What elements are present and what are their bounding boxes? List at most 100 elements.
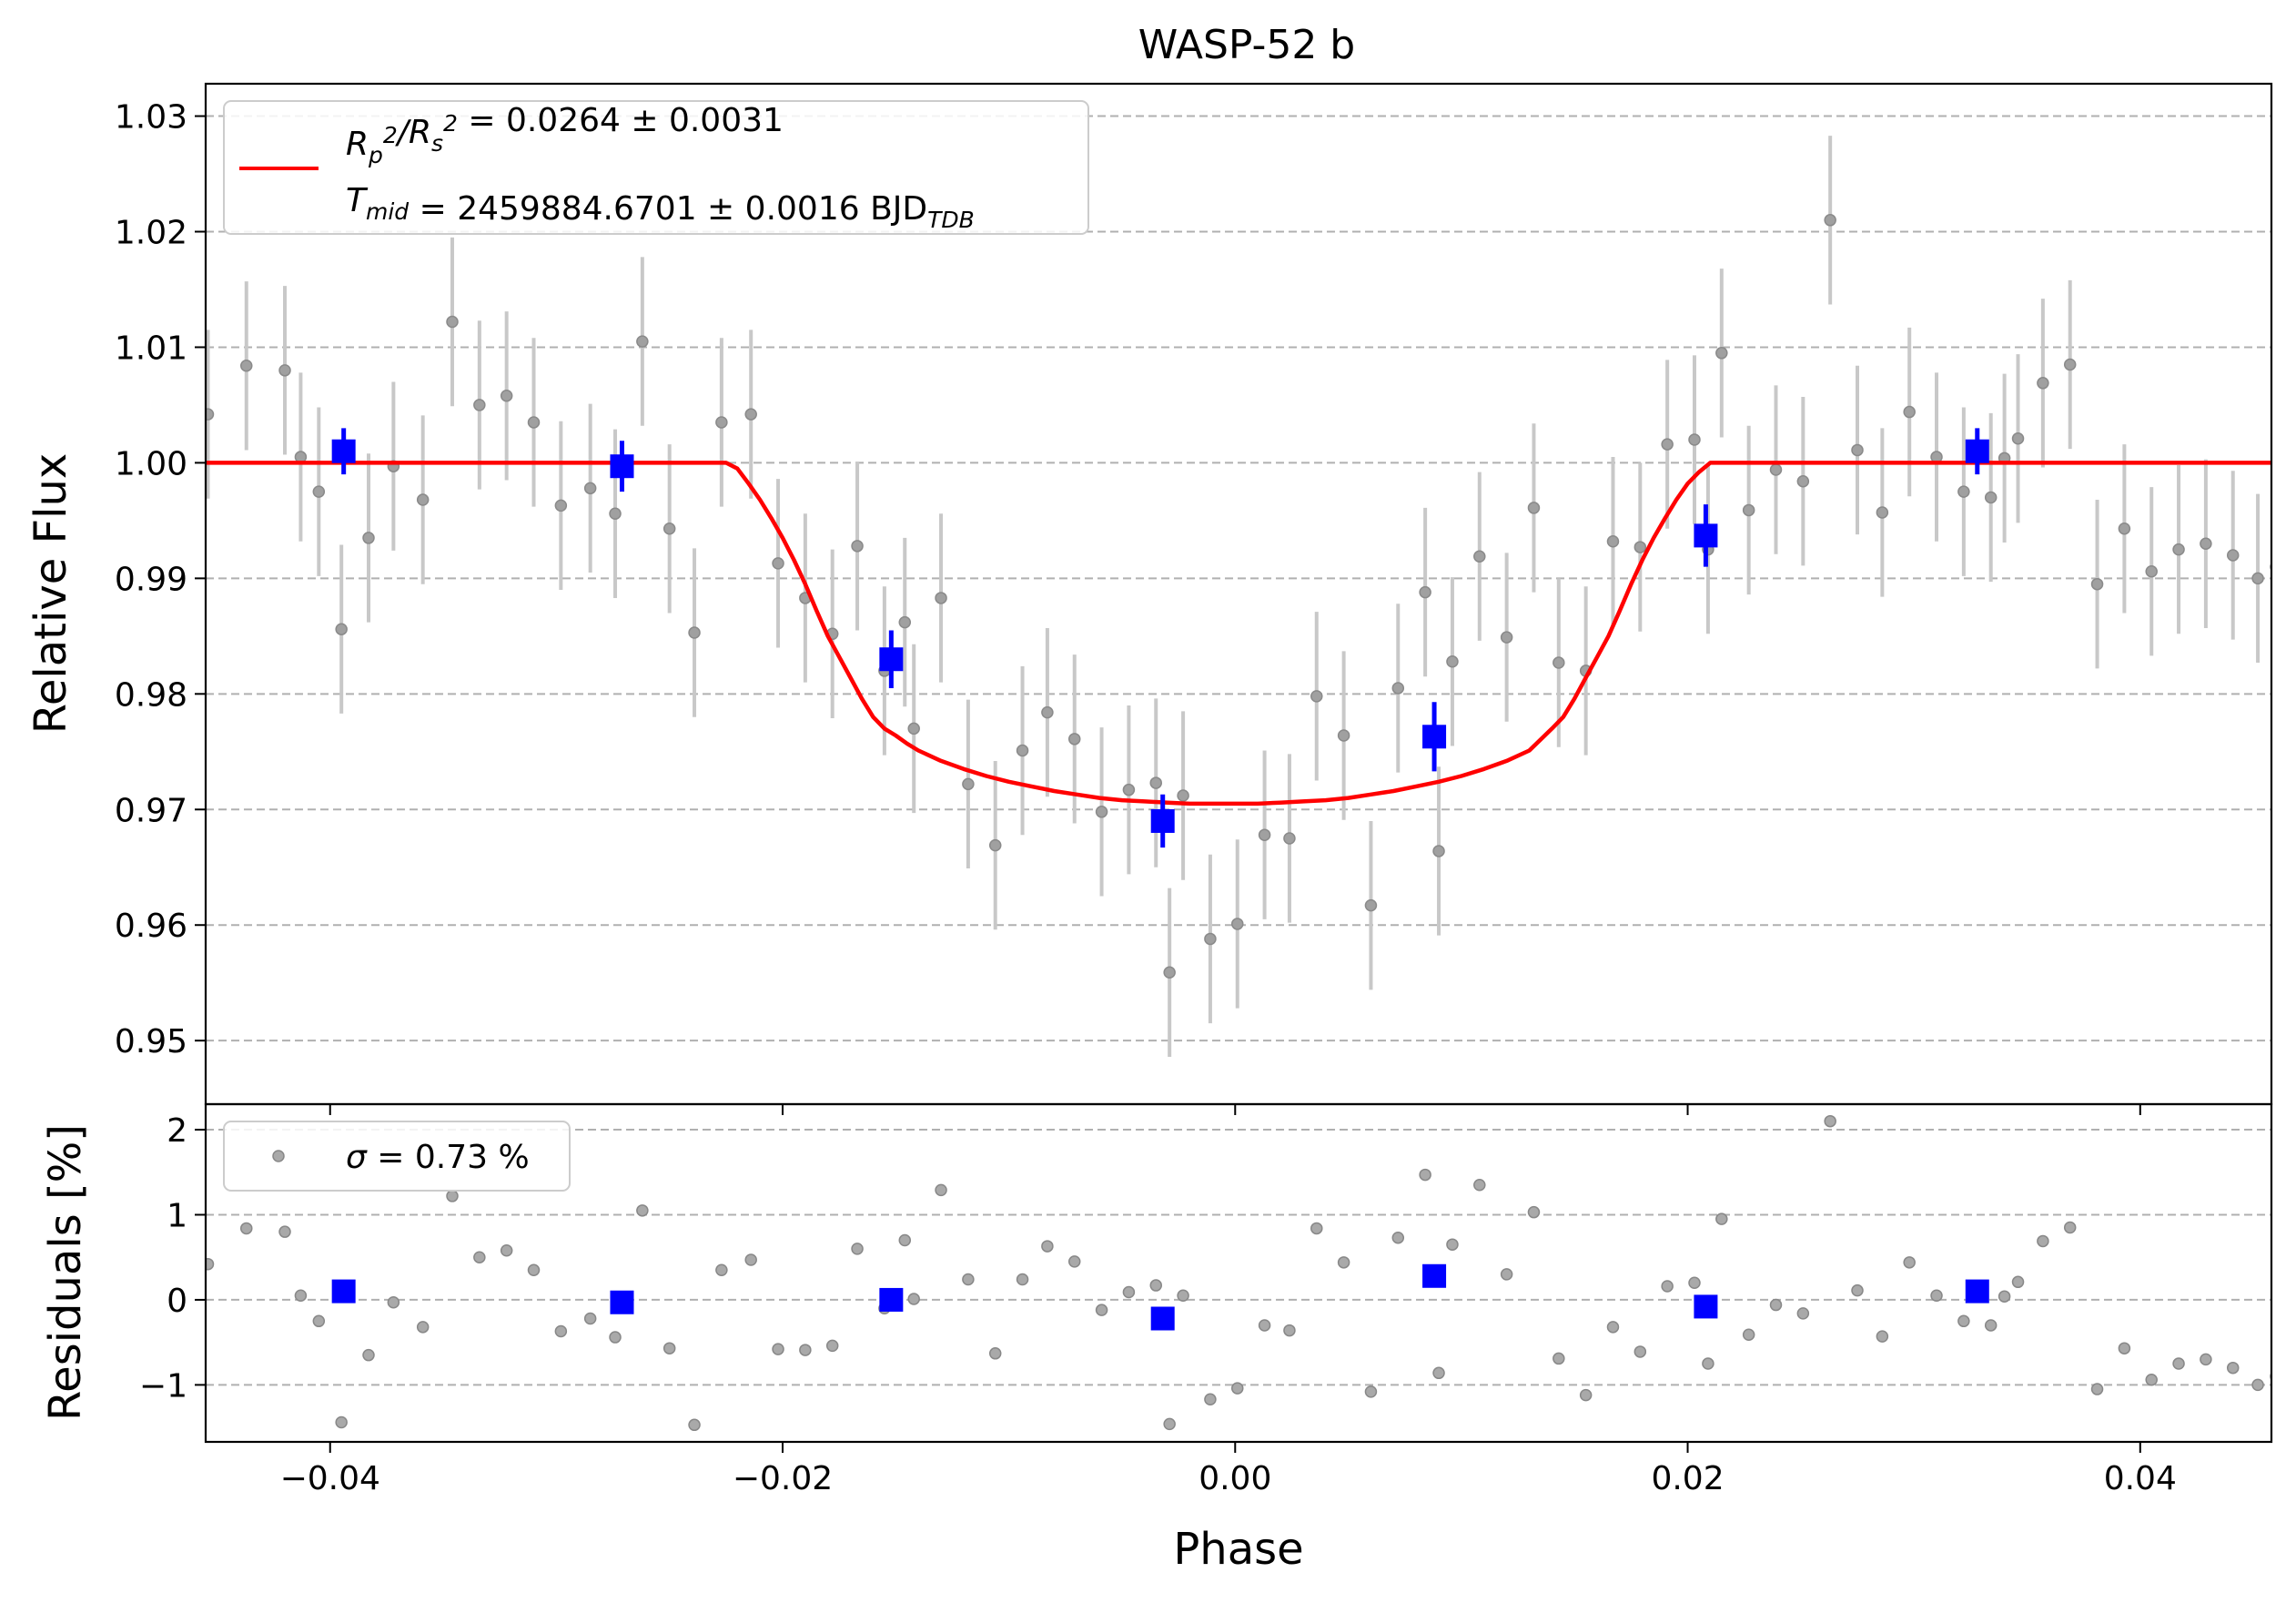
raw-data-point <box>312 485 326 498</box>
residual-point <box>206 1257 215 1271</box>
residual-point <box>688 1418 701 1432</box>
residual-point <box>1432 1366 1445 1380</box>
residual-point <box>1446 1238 1459 1251</box>
residual-point <box>2118 1342 2131 1354</box>
residual-point <box>554 1324 568 1338</box>
flux-ytick-label: 1.03 <box>115 99 187 137</box>
residual-ytick-label: 2 <box>167 1112 187 1150</box>
residual-point <box>2226 1361 2240 1375</box>
raw-data-point <box>1364 898 1378 912</box>
raw-data-point <box>278 364 291 377</box>
residual-point <box>1364 1385 1378 1398</box>
raw-data-point <box>2200 537 2212 551</box>
raw-data-point <box>1473 550 1486 563</box>
raw-data-point <box>935 592 947 604</box>
residual-point <box>1016 1273 1029 1286</box>
residual-point <box>473 1251 486 1263</box>
residual-point <box>294 1289 308 1303</box>
raw-data-point <box>1527 502 1541 514</box>
raw-data-point <box>2118 522 2131 535</box>
residual-point <box>583 1312 597 1325</box>
raw-data-point <box>2037 377 2049 390</box>
residual-point <box>416 1321 430 1334</box>
raw-data-point <box>1769 463 1783 476</box>
residual-point <box>1231 1382 1244 1395</box>
flux-ytick-label: 0.98 <box>115 676 187 714</box>
raw-data-point <box>663 522 676 535</box>
legend-tmid-entry: Tmid = 2459884.6701 ± 0.0016 BJDTDB <box>346 182 975 233</box>
residual-point <box>935 1183 947 1197</box>
raw-data-point <box>1715 347 1728 360</box>
residual-point <box>1258 1319 1271 1332</box>
raw-data-point <box>1149 776 1162 789</box>
residual-point <box>962 1273 975 1286</box>
residual-ytick-label: 1 <box>167 1197 187 1234</box>
flux-legend: Rp2/Rs2 = 0.0264 ± 0.0031 Tmid = 2459884… <box>223 100 1089 235</box>
binned-residual-point <box>610 1290 634 1314</box>
residual-point <box>1122 1285 1136 1299</box>
raw-data-point <box>1163 966 1176 979</box>
residual-point <box>1957 1314 1970 1328</box>
residuals-axes-frame <box>204 1102 2273 1444</box>
residual-point <box>1876 1330 1889 1343</box>
residual-point <box>1067 1255 1081 1268</box>
binned-data-point <box>879 647 904 672</box>
legend-sigma-entry: σ = 0.73 % <box>346 1139 530 1176</box>
residual-point <box>1715 1212 1728 1225</box>
raw-data-point <box>335 623 348 635</box>
x-tick-label: 0.02 <box>1651 1460 1724 1497</box>
flux-ytick-label: 0.99 <box>115 561 187 598</box>
binned-residual-point <box>1150 1306 1175 1331</box>
flux-ytick-label: 0.95 <box>115 1023 187 1060</box>
binned-residual-point <box>1694 1294 1718 1319</box>
x-axis-label: Phase <box>1173 1524 1303 1575</box>
raw-data-point <box>2011 431 2025 445</box>
x-tick-label: 0.00 <box>1199 1460 1271 1497</box>
residual-ytick-label: 0 <box>167 1283 187 1320</box>
raw-data-point <box>907 722 920 736</box>
raw-data-point <box>1984 491 1998 504</box>
raw-data-point <box>1606 534 1620 548</box>
raw-data-point <box>2145 564 2158 578</box>
binned-data-point <box>1422 725 1447 749</box>
x-tick-label: −0.04 <box>280 1460 380 1497</box>
raw-data-point <box>1824 214 1836 227</box>
raw-data-point <box>1851 443 1864 457</box>
flux-ytick-label: 0.96 <box>115 908 187 945</box>
residual-point <box>278 1225 291 1238</box>
residual-point <box>1041 1240 1054 1253</box>
flux-ytick-label: 1.02 <box>115 215 187 252</box>
raw-data-point <box>206 408 215 421</box>
residual-point <box>1149 1279 1162 1292</box>
raw-data-point <box>1122 783 1136 796</box>
raw-data-point <box>473 399 486 411</box>
residual-point <box>1930 1289 1943 1303</box>
residual-point <box>527 1263 541 1276</box>
raw-data-point <box>362 532 375 544</box>
raw-data-point <box>1067 733 1081 746</box>
raw-data-point <box>554 499 568 512</box>
flux-ytick-label: 0.97 <box>115 792 187 829</box>
residual-point <box>1824 1114 1836 1128</box>
flux-y-axis-label: Relative Flux <box>25 453 76 735</box>
binned-data-point <box>1150 808 1175 833</box>
flux-panel: 0.95 0.96 0.97 0.98 0.99 1.00 1.01 1.02 1.03 Rel… <box>25 82 2273 1115</box>
residual-point <box>663 1342 676 1354</box>
raw-data-point <box>1204 932 1217 946</box>
residual-point <box>1702 1357 1714 1370</box>
raw-data-point <box>1095 806 1108 818</box>
residual-point <box>1163 1417 1176 1431</box>
residual-point <box>2145 1374 2158 1386</box>
residuals-y-axis-label: Residuals [%] <box>40 1124 91 1421</box>
residual-point <box>898 1233 912 1247</box>
residual-point <box>851 1243 864 1255</box>
residual-point <box>1310 1222 1323 1235</box>
raw-data-point <box>1310 690 1323 703</box>
residual-point <box>2251 1378 2264 1392</box>
x-tick-label: 0.04 <box>2104 1460 2177 1497</box>
residual-point <box>1391 1231 1405 1244</box>
raw-data-point <box>1016 744 1029 757</box>
residual-point <box>744 1253 757 1266</box>
residual-point <box>1527 1205 1541 1219</box>
residuals-panel: −1 0 1 2 −0.04 −0.02 0.00 0.02 0.04 Residuals [… <box>40 1102 2273 1575</box>
